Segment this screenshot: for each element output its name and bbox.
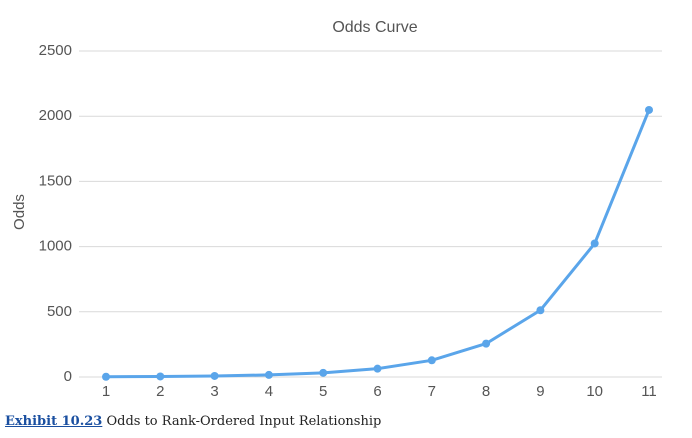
x-tick-label: 11 [641, 383, 657, 400]
point [482, 339, 491, 348]
y-tick-label: 2500 [39, 42, 72, 59]
point [536, 306, 545, 315]
point [210, 371, 219, 380]
y-tick-label: 1500 [39, 172, 72, 189]
x-tick-label: 4 [265, 383, 273, 400]
y-tick-label: 1000 [39, 238, 72, 255]
x-tick-label: 1 [102, 383, 110, 400]
y-axis-label: Odds [11, 194, 28, 230]
y-tick-label: 0 [64, 368, 72, 385]
point [156, 372, 165, 381]
x-tick-label: 2 [156, 383, 164, 400]
x-tick-label: 6 [373, 383, 381, 400]
x-tick-label: 9 [536, 383, 544, 400]
caption: Exhibit 10.23 Odds to Rank-Ordered Input… [5, 414, 381, 429]
point [373, 364, 382, 373]
point [645, 105, 653, 114]
y-tick-label: 500 [47, 303, 72, 320]
x-tick-label: 10 [586, 383, 603, 400]
point [264, 370, 273, 379]
x-tick-label: 5 [319, 383, 327, 400]
x-tick-label: 8 [482, 383, 490, 400]
caption-label: Exhibit 10.23 [5, 414, 103, 429]
caption-text: Odds to Rank-Ordered Input Relationship [106, 414, 382, 429]
chart-title: Odds Curve [332, 19, 417, 36]
x-tick-label: 3 [210, 383, 218, 400]
point [590, 239, 599, 248]
line [105, 109, 651, 379]
point [102, 372, 110, 381]
point [319, 368, 328, 377]
x-tick-label: 7 [428, 383, 436, 400]
y-tick-label: 2000 [39, 107, 72, 124]
point [427, 356, 436, 365]
chart: Odds Curve Odds 0 500 1000 1500 2000 2500 1 2 3 4… [11, 19, 662, 400]
